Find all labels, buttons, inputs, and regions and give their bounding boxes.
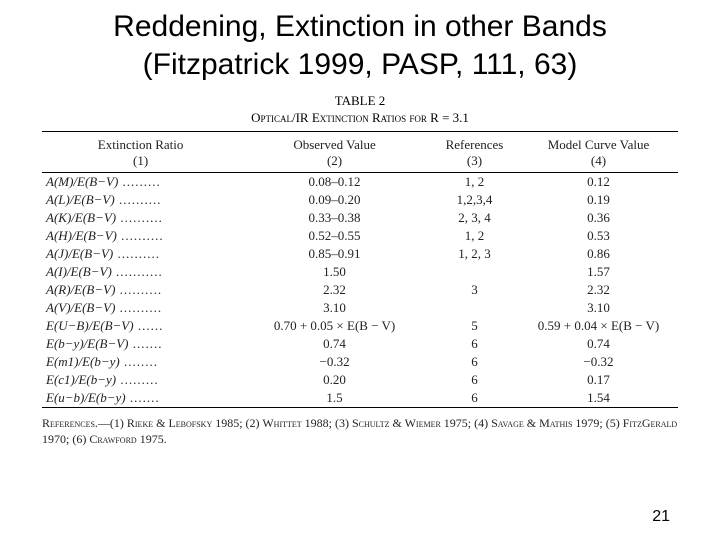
cell-ratio: A(V)/E(B−V) ..........: [42, 299, 239, 317]
cell-ratio: E(U−B)/E(B−V) ......: [42, 317, 239, 335]
col-header-observed: Observed Value: [239, 134, 430, 153]
col-num-4: (4): [519, 153, 678, 172]
cell-references: 6: [430, 353, 519, 371]
table-row: A(L)/E(B−V) ..........0.09–0.201,2,3,40.…: [42, 191, 678, 209]
cell-model: 0.19: [519, 191, 678, 209]
cell-ratio: A(H)/E(B−V) ..........: [42, 227, 239, 245]
col-num-3: (3): [430, 153, 519, 172]
cell-model: 0.53: [519, 227, 678, 245]
cell-references: [430, 299, 519, 317]
cell-model: 0.86: [519, 245, 678, 263]
cell-observed: 0.09–0.20: [239, 191, 430, 209]
table-row: A(M)/E(B−V) .........0.08–0.121, 20.12: [42, 173, 678, 192]
cell-observed: 2.32: [239, 281, 430, 299]
cell-references: 1, 2: [430, 173, 519, 192]
cell-references: [430, 263, 519, 281]
table-caption: TABLE 2 Optical/IR Extinction Ratios for…: [42, 93, 678, 127]
cell-observed: 0.70 + 0.05 × E(B − V): [239, 317, 430, 335]
cell-ratio: A(J)/E(B−V) ..........: [42, 245, 239, 263]
table-row: A(I)/E(B−V) ...........1.50 1.57: [42, 263, 678, 281]
cell-observed: 3.10: [239, 299, 430, 317]
table-row: E(m1)/E(b−y) ........−0.326−0.32: [42, 353, 678, 371]
cell-ratio: E(c1)/E(b−y) .........: [42, 371, 239, 389]
cell-ratio: A(K)/E(B−V) ..........: [42, 209, 239, 227]
table-row: E(u−b)/E(b−y) .......1.561.54: [42, 389, 678, 408]
table-caption-text: Optical/IR Extinction Ratios for R = 3.1: [42, 110, 678, 127]
col-num-2: (2): [239, 153, 430, 172]
cell-model: 0.36: [519, 209, 678, 227]
cell-ratio: E(u−b)/E(b−y) .......: [42, 389, 239, 408]
cell-observed: 0.52–0.55: [239, 227, 430, 245]
slide-title: Reddening, Extinction in other Bands (Fi…: [0, 0, 720, 87]
cell-ratio: E(b−y)/E(B−V) .......: [42, 335, 239, 353]
cell-model: 0.59 + 0.04 × E(B − V): [519, 317, 678, 335]
cell-ratio: A(M)/E(B−V) .........: [42, 173, 239, 192]
cell-ratio: A(R)/E(B−V) ..........: [42, 281, 239, 299]
cell-ratio: A(L)/E(B−V) ..........: [42, 191, 239, 209]
cell-ratio: E(m1)/E(b−y) ........: [42, 353, 239, 371]
cell-ratio: A(I)/E(B−V) ...........: [42, 263, 239, 281]
table-row: A(R)/E(B−V) ..........2.3232.32: [42, 281, 678, 299]
cell-references: 1,2,3,4: [430, 191, 519, 209]
cell-model: 0.12: [519, 173, 678, 192]
extinction-table: Extinction Ratio Observed Value Referenc…: [42, 131, 678, 409]
cell-references: 3: [430, 281, 519, 299]
cell-references: 5: [430, 317, 519, 335]
table-row: E(c1)/E(b−y) .........0.2060.17: [42, 371, 678, 389]
cell-observed: 1.5: [239, 389, 430, 408]
table-references: References.—(1) Rieke & Lebofsky 1985; (…: [42, 416, 678, 447]
title-line-2: (Fitzpatrick 1999, PASP, 111, 63): [143, 48, 578, 81]
references-text: References.—(1) Rieke & Lebofsky 1985; (…: [42, 416, 677, 446]
cell-model: 3.10: [519, 299, 678, 317]
cell-observed: 0.85–0.91: [239, 245, 430, 263]
cell-observed: 0.20: [239, 371, 430, 389]
col-header-references: References: [430, 134, 519, 153]
table-label: TABLE 2: [42, 93, 678, 110]
cell-model: 1.57: [519, 263, 678, 281]
table-row: A(V)/E(B−V) ..........3.103.10: [42, 299, 678, 317]
table-row: A(J)/E(B−V) ..........0.85–0.911, 2, 30.…: [42, 245, 678, 263]
col-header-model: Model Curve Value: [519, 134, 678, 153]
table-row: E(U−B)/E(B−V) ......0.70 + 0.05 × E(B − …: [42, 317, 678, 335]
cell-references: 2, 3, 4: [430, 209, 519, 227]
cell-references: 6: [430, 389, 519, 408]
table-row: A(K)/E(B−V) ..........0.33–0.382, 3, 40.…: [42, 209, 678, 227]
cell-model: 1.54: [519, 389, 678, 408]
col-header-ratio: Extinction Ratio: [42, 134, 239, 153]
cell-references: 6: [430, 371, 519, 389]
cell-model: −0.32: [519, 353, 678, 371]
col-num-1: (1): [42, 153, 239, 172]
cell-observed: −0.32: [239, 353, 430, 371]
table-container: TABLE 2 Optical/IR Extinction Ratios for…: [42, 93, 678, 447]
cell-model: 0.17: [519, 371, 678, 389]
page-number: 21: [652, 508, 670, 526]
cell-references: 1, 2: [430, 227, 519, 245]
cell-observed: 0.33–0.38: [239, 209, 430, 227]
cell-references: 1, 2, 3: [430, 245, 519, 263]
cell-observed: 0.74: [239, 335, 430, 353]
cell-references: 6: [430, 335, 519, 353]
cell-model: 0.74: [519, 335, 678, 353]
table-row: A(H)/E(B−V) ..........0.52–0.551, 20.53: [42, 227, 678, 245]
cell-observed: 1.50: [239, 263, 430, 281]
cell-model: 2.32: [519, 281, 678, 299]
cell-observed: 0.08–0.12: [239, 173, 430, 192]
title-line-1: Reddening, Extinction in other Bands: [113, 10, 607, 43]
table-row: E(b−y)/E(B−V) .......0.7460.74: [42, 335, 678, 353]
